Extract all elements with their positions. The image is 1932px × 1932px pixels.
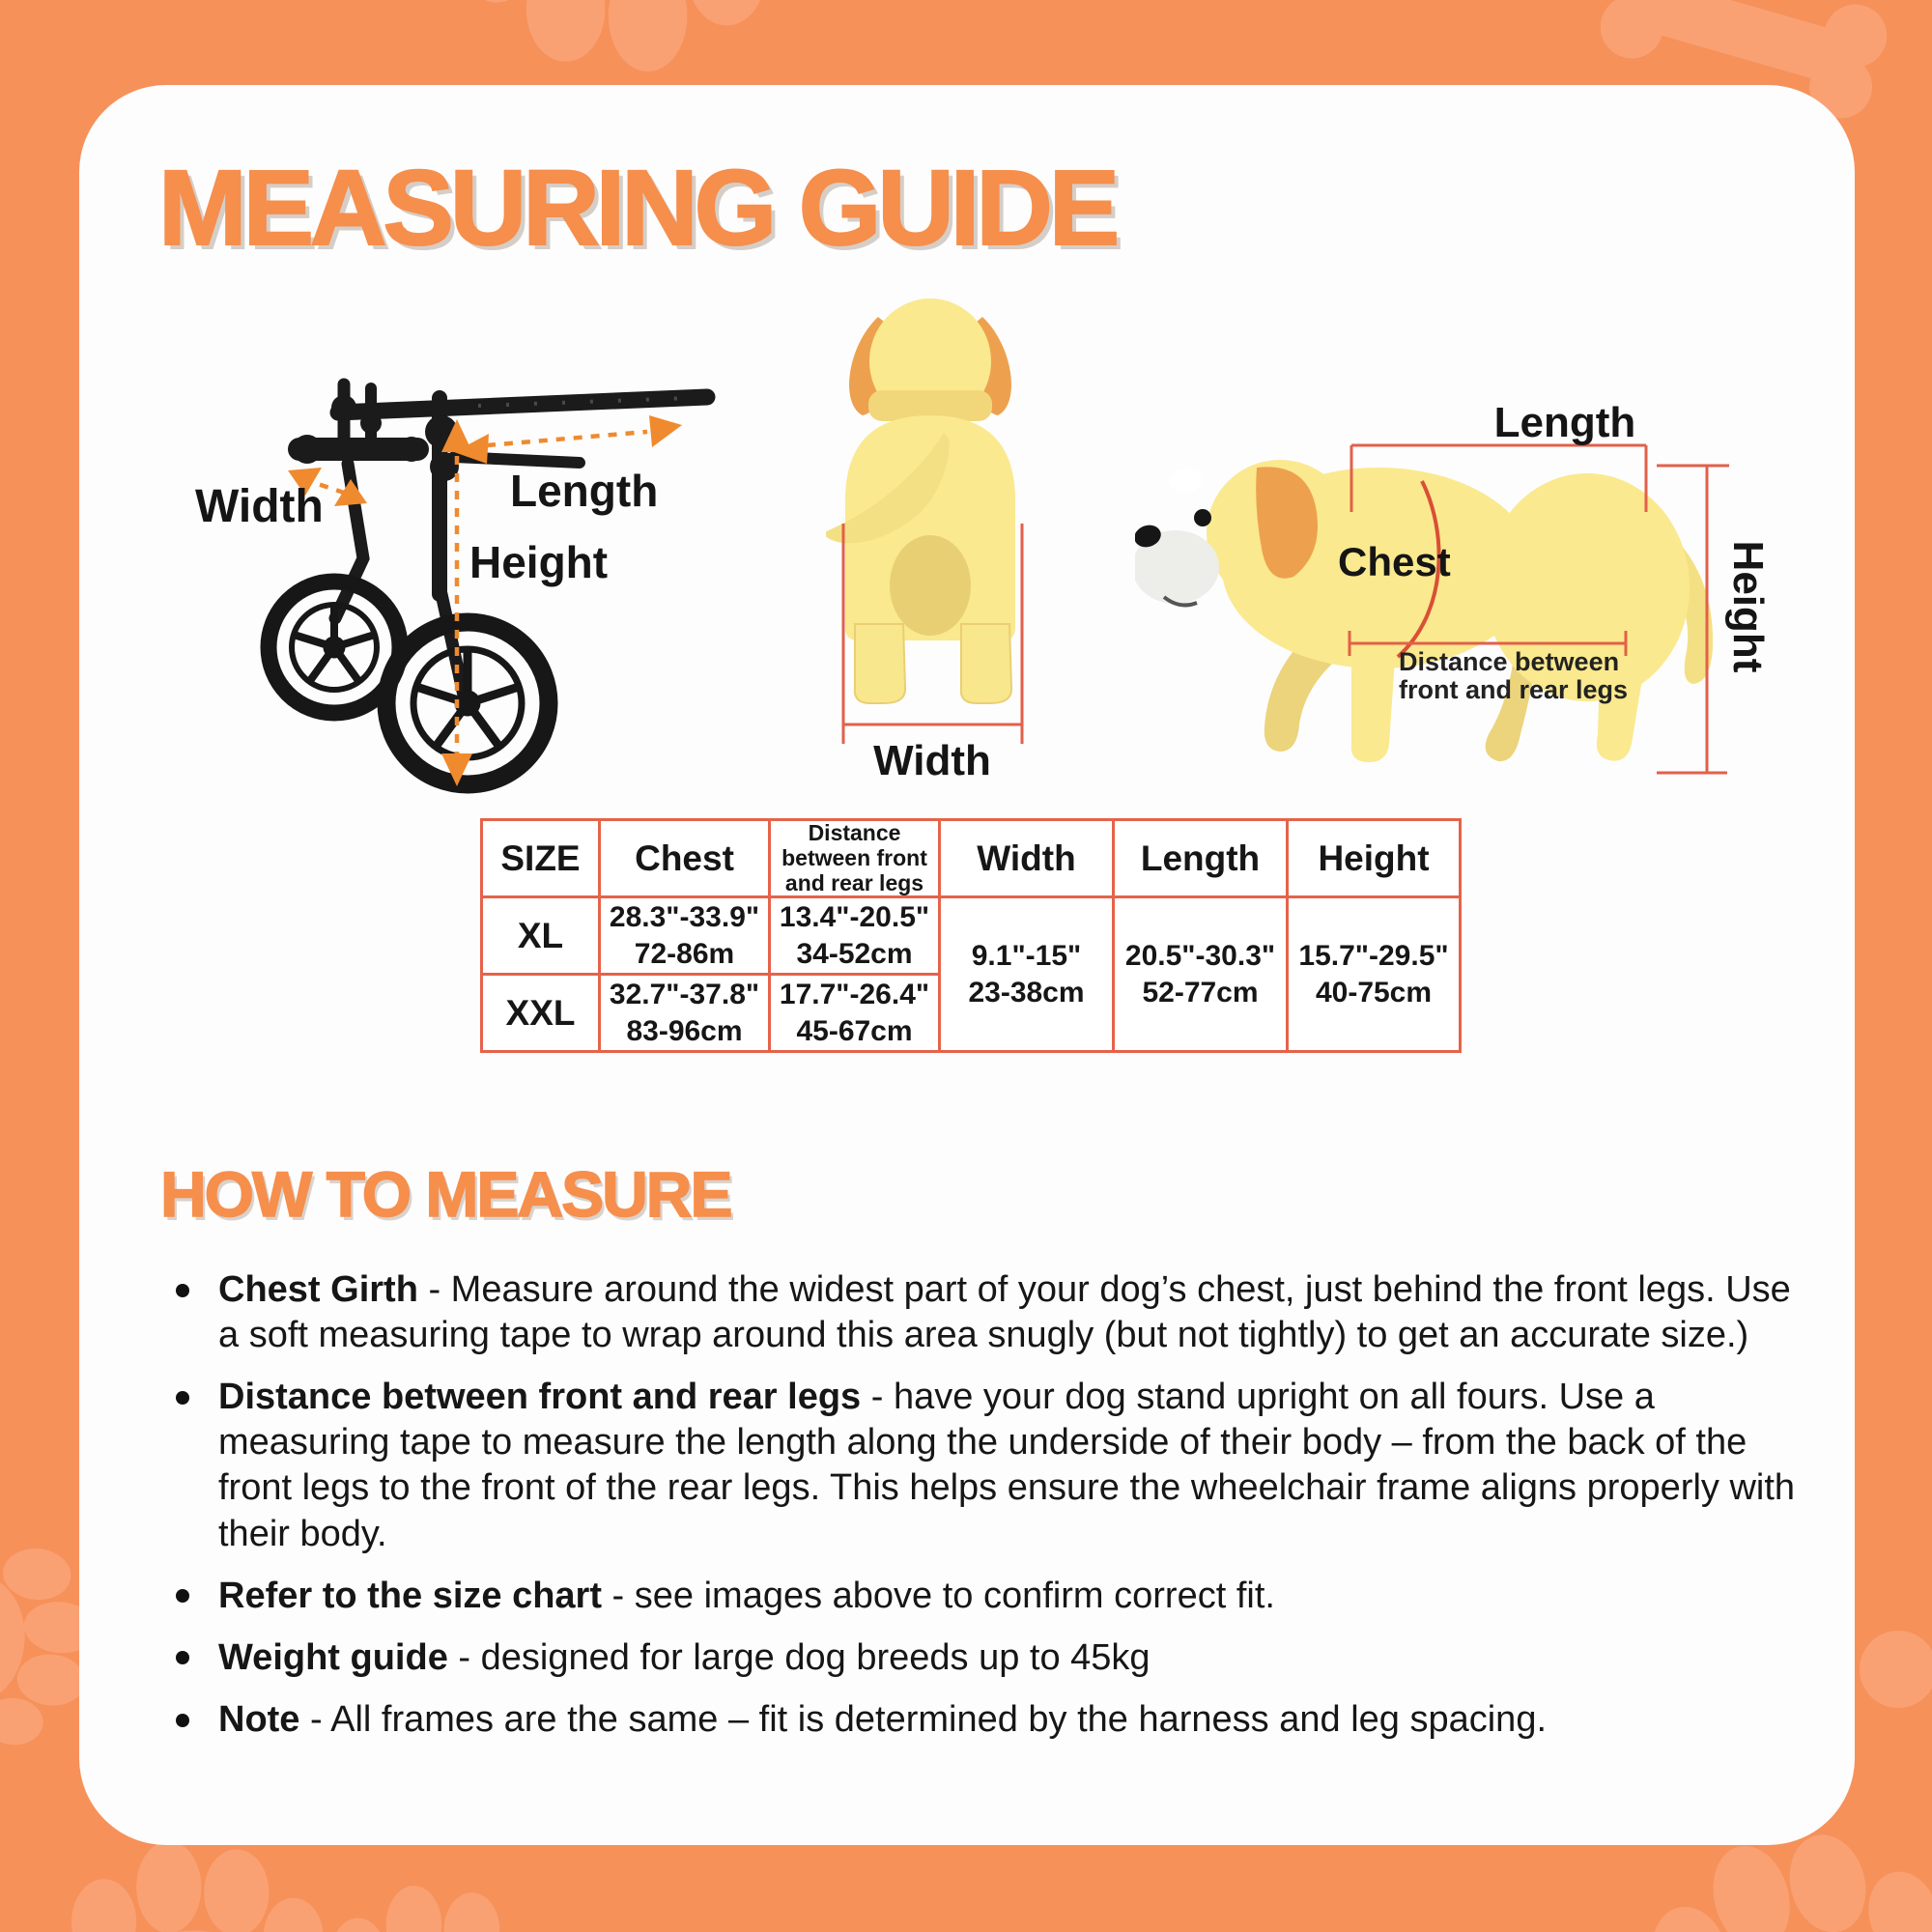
dog-tail: [826, 433, 950, 544]
dog-near-rear-leg: [1596, 633, 1648, 761]
dog-side-chest-label: Chest: [1338, 539, 1451, 584]
bullet-text: - designed for large dog breeds up to 45…: [447, 1636, 1151, 1678]
how-to-measure-heading: HOW TO MEASURE: [159, 1157, 733, 1231]
page-title: MEASURING GUIDE: [157, 148, 1121, 269]
how-to-measure-list: Chest Girth - Measure around the widest …: [164, 1267, 1799, 1759]
dog-mouth: [1162, 595, 1198, 608]
bullet-text: - Measure around the widest part of your…: [218, 1269, 1791, 1356]
dog-forehead-patch: [1169, 469, 1202, 492]
bullet-text: - All frames are the same – fit is deter…: [299, 1698, 1548, 1740]
cell-distance-xl: 13.4"-20.5" 34-52cm: [768, 895, 941, 977]
table-row-xl: XL 28.3"-33.9" 72-86m 13.4"-20.5" 34-52c…: [480, 895, 1462, 1054]
measure-lines: [1348, 443, 1729, 775]
dog-back-width-label: Width: [873, 737, 991, 782]
bullet-weight-guide: Weight guide - designed for large dog br…: [164, 1635, 1799, 1681]
cell-height-shared: 15.7"-29.5" 40-75cm: [1286, 895, 1462, 1054]
bullet-size-chart: Refer to the size chart - see images abo…: [164, 1574, 1799, 1619]
dog-rear-leg-left: [853, 623, 907, 704]
bullet-lead: Chest Girth: [218, 1269, 418, 1310]
cell-chest-xl: 28.3"-33.9" 72-86m: [598, 895, 771, 977]
bullet-distance: Distance between front and rear legs - h…: [164, 1375, 1799, 1556]
wheelchair-illustration: Width Length Height: [195, 378, 716, 794]
cell-size-xl: XL: [480, 895, 601, 977]
dog-neck-band: [868, 390, 992, 421]
wheelchair-length-label: Length: [510, 466, 658, 516]
table-row-xxl: XXL 32.7"-37.8" 83-96cm 17.7"-26.4" 45-6…: [480, 973, 1461, 1054]
dog-rear-leg-right: [959, 623, 1013, 704]
dog-side-distance-label-line1: Distance between: [1399, 647, 1619, 676]
dog-torso: [845, 415, 1015, 640]
dot-decoration: [1860, 1631, 1932, 1708]
dimension-arrows: [288, 415, 682, 786]
cell-chest-xxl: 32.7"-37.8" 83-96cm: [598, 973, 771, 1054]
dog-far-front-leg: [1264, 636, 1340, 752]
cell-width-shared: 9.1"-15" 23-38cm: [938, 895, 1115, 1054]
dog-near-front-leg: [1350, 639, 1396, 763]
bullet-text: - see images above to confirm correct fi…: [602, 1575, 1275, 1616]
width-measure-lines: [841, 524, 1024, 744]
dog-side-view-illustration: Length Chest Height Distance between fro…: [1135, 399, 1772, 775]
col-header-length: Length: [1112, 817, 1289, 899]
bullet-lead: Weight guide: [218, 1636, 448, 1678]
col-header-height: Height: [1286, 817, 1462, 899]
bullet-text: - have your dog stand upright on all fou…: [218, 1377, 1796, 1554]
bullet-chest-girth: Chest Girth - Measure around the widest …: [164, 1267, 1799, 1358]
bullet-lead: Distance between front and rear legs: [218, 1377, 862, 1418]
dog-crotch: [890, 535, 971, 636]
bullet-note: Note - All frames are the same – fit is …: [164, 1697, 1799, 1743]
dog-muzzle: [1135, 530, 1219, 604]
dog-side-distance-label-line2: front and rear legs: [1399, 675, 1628, 704]
cell-length-shared: 20.5"-30.3" 52-77cm: [1112, 895, 1289, 1054]
cell-distance-xxl: 17.7"-26.4" 45-67cm: [768, 973, 941, 1054]
dog-eye: [1194, 509, 1211, 526]
dog-side-height-label: Height: [1724, 541, 1772, 673]
col-header-chest: Chest: [598, 817, 771, 899]
col-header-width: Width: [938, 817, 1115, 899]
bullet-lead: Note: [218, 1698, 300, 1740]
cell-size-xxl: XXL: [480, 973, 601, 1054]
wheelchair-width-label: Width: [195, 481, 324, 532]
size-chart-table: SIZE Chest Distance between front and re…: [480, 817, 1462, 1054]
dog-nose: [1135, 525, 1161, 548]
chest-measure-arc: [1396, 480, 1441, 659]
paw-print-decoration: [319, 1862, 551, 1932]
size-chart-header-row: SIZE Chest Distance between front and re…: [480, 817, 1462, 899]
dog-ear: [1256, 467, 1318, 579]
dog-back-view-illustration: Width: [826, 298, 1024, 782]
col-header-size: SIZE: [480, 817, 601, 899]
dog-side-length-label: Length: [1494, 399, 1636, 446]
col-header-distance: Distance between front and rear legs: [768, 817, 941, 899]
wheelchair-height-label: Height: [469, 537, 608, 587]
bullet-lead: Refer to the size chart: [218, 1575, 602, 1616]
